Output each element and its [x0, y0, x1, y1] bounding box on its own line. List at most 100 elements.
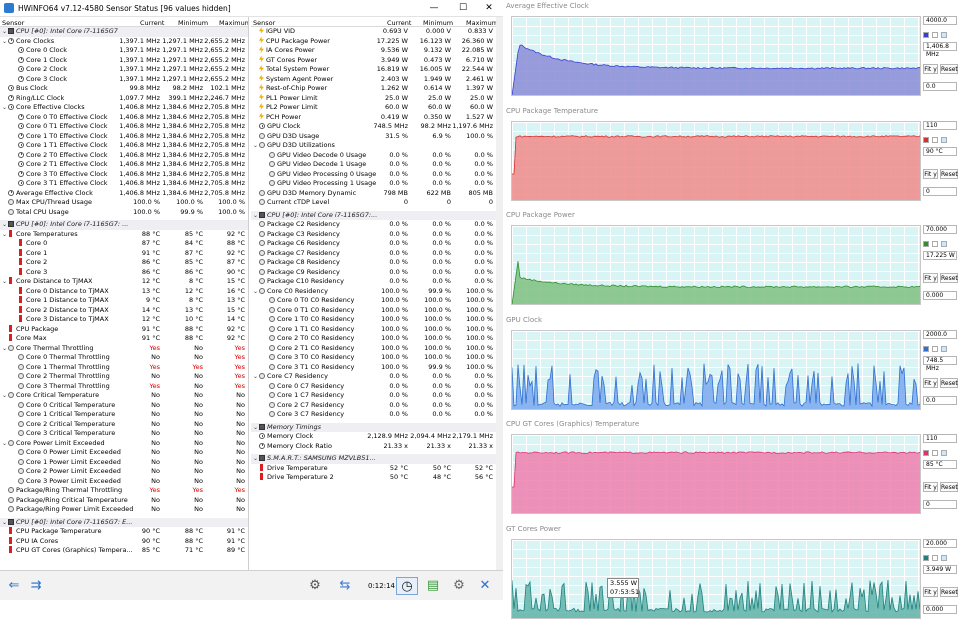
sensor-row[interactable]: Core 3 T0 Effective Clock 1,406.8 MHz 1,38… [0, 170, 248, 180]
sensor-row[interactable]: Drive Temperature 52 °C 50 °C 52 °C [251, 463, 496, 474]
expand-toggle-icon[interactable]: ⌄ [2, 392, 8, 399]
graph-panel[interactable]: CPU Package Temperature 110 90 °C Fit y Rese… [503, 104, 961, 209]
sensor-row[interactable]: PL1 Power Limit 25.0 W 25.0 W 25.0 W [251, 93, 496, 104]
sensor-row[interactable]: Core 0 T1 C0 Residency 100.0 % 100.0 % 100.… [251, 306, 496, 316]
fit-y-button[interactable]: Fit y [923, 377, 938, 388]
fill-style-icon[interactable] [941, 345, 947, 352]
sensor-row[interactable]: Core 0 Thermal Throttling No No Yes [0, 353, 248, 363]
sensor-row[interactable]: Core 0 T0 Effective Clock 1,406.8 MHz 1,38… [0, 113, 248, 123]
sensor-row[interactable]: Core 2 T1 C0 Residency 100.0 % 100.0 % 100.… [251, 344, 496, 354]
sensor-row[interactable]: Core 0 Distance to TjMAX 13 °C 12 °C 16 °C [0, 286, 248, 297]
fill-style-icon[interactable] [941, 136, 947, 143]
graph-min-value[interactable]: 0.000 [923, 291, 957, 300]
sensor-pane-right[interactable]: Sensor Current Minimum Maximum IGPU VID 0… [251, 17, 496, 570]
sensor-pane-left[interactable]: Sensor Current Minimum Maximum ⌄ CPU [#0]… [0, 17, 249, 570]
col-sensor[interactable]: Sensor [253, 18, 276, 27]
sensor-row[interactable]: Core 2 T0 C0 Residency 100.0 % 100.0 % 100.… [251, 334, 496, 344]
collapse-toggle-icon[interactable]: ⌄ [2, 28, 8, 35]
sensor-row[interactable]: Core 3 Clock 1,397.1 MHz 1,297.1 MHz 2,655.… [0, 75, 248, 85]
color-swatch-icon[interactable] [923, 241, 929, 247]
fit-y-button[interactable]: Fit y [923, 273, 938, 283]
col-current[interactable]: Current [387, 18, 412, 27]
reset-button[interactable]: Reset [940, 482, 958, 492]
sensor-row[interactable]: ⌄ Core Thermal Throttling Yes No Yes [0, 344, 248, 354]
sensor-row[interactable]: Core 3 Thermal Throttling Yes No Yes [0, 382, 248, 392]
fit-y-button[interactable]: Fit y [923, 168, 938, 179]
sensor-row[interactable]: Total CPU Usage 100.0 % 99.9 % 100.0 % [0, 208, 248, 218]
sensor-row[interactable]: Core 2 Clock 1,397.1 MHz 1,297.1 MHz 2,655.… [0, 65, 248, 75]
sensor-row[interactable]: System Agent Power 2.403 W 1.949 W 2.461 W [251, 74, 496, 85]
collapse-toggle-icon[interactable]: ⌄ [253, 455, 259, 462]
sensor-row[interactable]: Memory Clock 2,128.9 MHz 2,094.4 MHz 2,179.… [251, 432, 496, 442]
expand-toggle-icon[interactable]: ⌄ [253, 287, 259, 295]
fill-style-icon[interactable] [941, 450, 947, 456]
reset-button[interactable]: Reset [940, 586, 958, 597]
sensor-row[interactable]: ⌄ Core Temperatures 88 °C 85 °C 92 °C [0, 229, 248, 240]
col-minimum[interactable]: Minimum [178, 18, 209, 27]
sensor-row[interactable]: Core 0 Critical Temperature No No No [0, 401, 248, 411]
collapse-toggle-icon[interactable]: ⌄ [2, 518, 8, 526]
sensor-row[interactable]: ⌄ Core Critical Temperature No No No [0, 391, 248, 401]
reset-button[interactable]: Reset [940, 64, 958, 74]
sensor-row[interactable]: Core 1 T1 C0 Residency 100.0 % 100.0 % 100.… [251, 325, 496, 335]
reset-button[interactable]: Reset [940, 168, 958, 179]
sensor-row[interactable]: ⌄ Core C7 Residency 0.0 % 0.0 % 0.0 % [251, 372, 496, 382]
graph-panel[interactable]: GPU Clock 2000.0 748.5 MHz Fit y Reset 0.0 [503, 313, 961, 418]
reset-button[interactable]: Reset [940, 273, 958, 283]
sensor-row[interactable]: Core 1 T1 Effective Clock 1,406.8 MHz 1,38… [0, 141, 248, 151]
sensor-row[interactable]: Core 2 Distance to TjMAX 14 °C 13 °C 15 °C [0, 305, 248, 316]
graph-panel[interactable]: CPU GT Cores (Graphics) Temperature 110 85… [503, 418, 961, 522]
sensor-row[interactable]: CPU IA Cores 90 °C 88 °C 91 °C [0, 536, 248, 547]
sensor-row[interactable]: Core 3 Power Limit Exceeded No No No [0, 477, 248, 487]
column-header[interactable]: Sensor Current Minimum Maximum [0, 17, 248, 27]
expand-toggle-icon[interactable]: ⌄ [2, 344, 8, 352]
col-current[interactable]: Current [140, 18, 165, 27]
graph-icon[interactable]: ⇆ [339, 578, 351, 593]
sensor-row[interactable]: ⌄ GPU D3D Utilizations [251, 141, 496, 151]
sensor-row[interactable]: Core 2 T0 Effective Clock 1,406.8 MHz 1,38… [0, 151, 248, 161]
sensor-row[interactable]: Core 0 87 °C 84 °C 88 °C [0, 239, 248, 249]
sensor-row[interactable]: GPU D3D Usage 31.5 % 6.9 % 100.0 % [251, 132, 496, 142]
color-swatch-icon[interactable] [923, 450, 929, 456]
sensor-row[interactable]: Core 1 Power Limit Exceeded No No No [0, 458, 248, 468]
fit-y-button[interactable]: Fit y [923, 586, 938, 597]
sensor-row[interactable]: Core 3 Critical Temperature No No No [0, 429, 248, 439]
minimize-button[interactable]: — [429, 3, 439, 13]
graph-min-value[interactable]: 0 [923, 500, 957, 509]
expand-toggle-icon[interactable]: ⌄ [253, 373, 259, 380]
column-header[interactable]: Sensor Current Minimum Maximum [251, 17, 496, 27]
color-swatch-icon[interactable] [923, 345, 929, 352]
sensor-row[interactable]: GPU D3D Memory Dynamic 798 MB 622 MB 805 MB [251, 189, 496, 199]
sensor-row[interactable]: ⌄ Core Distance to TjMAX 12 °C 8 °C 15 °C [0, 277, 248, 287]
col-maximum[interactable]: Maximum [466, 18, 496, 27]
graph-plot[interactable] [511, 538, 921, 619]
sensor-row[interactable]: Core 1 T0 C0 Residency 100.0 % 100.0 % 100.… [251, 315, 496, 325]
color-swatch-icon[interactable] [923, 136, 929, 143]
sensor-row[interactable]: ⌄ Core Effective Clocks 1,406.8 MHz 1,384.6… [0, 103, 248, 113]
graph-max-value[interactable]: 110 [923, 120, 957, 130]
sensor-row[interactable]: CPU Package Power 17.225 W 16.123 W 26.360 … [251, 36, 496, 47]
sensor-row[interactable]: Package C3 Residency 0.0 % 0.0 % 0.0 % [251, 230, 496, 240]
sensor-row[interactable]: Core 1 Distance to TjMAX 9 °C 8 °C 13 °C [0, 296, 248, 306]
sensor-row[interactable]: PCH Power 0.419 W 0.350 W 1.527 W [251, 112, 496, 123]
close-button[interactable]: ✕ [485, 3, 493, 13]
sensor-row[interactable]: Drive Temperature 2 50 °C 48 °C 56 °C [251, 473, 496, 483]
sensor-row[interactable]: IGPU VID 0.693 V 0.000 V 0.833 V [251, 27, 496, 37]
graph-plot[interactable] [511, 329, 921, 410]
exit-icon[interactable]: ✕ [479, 578, 491, 593]
sensor-row[interactable]: Memory Clock Ratio 21.33 x 21.33 x 21.33 x [251, 442, 496, 452]
col-minimum[interactable]: Minimum [423, 18, 454, 27]
sensor-group-header[interactable]: ⌄ CPU [#0]: Intel Core i7-1165G7:... [251, 210, 496, 220]
expand-toggle-icon[interactable]: ⌄ [2, 104, 8, 111]
graph-plot[interactable] [511, 225, 921, 305]
graph-panel[interactable]: CPU Package Power 70.000 17.225 W Fit y Rese… [503, 209, 961, 313]
graph-min-value[interactable]: 0 [923, 186, 957, 196]
sensor-row[interactable]: GPU Video Decode 0 Usage 0.0 % 0.0 % 0.0 % [251, 151, 496, 161]
settings-icon[interactable]: ⚙ [453, 578, 465, 593]
sensor-row[interactable]: ⌄ Core C0 Residency 100.0 % 99.9 % 100.0 % [251, 287, 496, 297]
sensor-row[interactable]: GPU Video Processing 1 Usage 0.0 % 0.0 % 0.… [251, 179, 496, 189]
sensor-row[interactable]: Core 3 86 °C 86 °C 90 °C [0, 267, 248, 278]
sensor-row[interactable]: Core 3 T0 C0 Residency 100.0 % 100.0 % 100.… [251, 353, 496, 363]
sensor-row[interactable]: Core 0 T1 Effective Clock 1,406.8 MHz 1,38… [0, 122, 248, 132]
sensor-row[interactable]: Core 1 Critical Temperature No No No [0, 410, 248, 420]
